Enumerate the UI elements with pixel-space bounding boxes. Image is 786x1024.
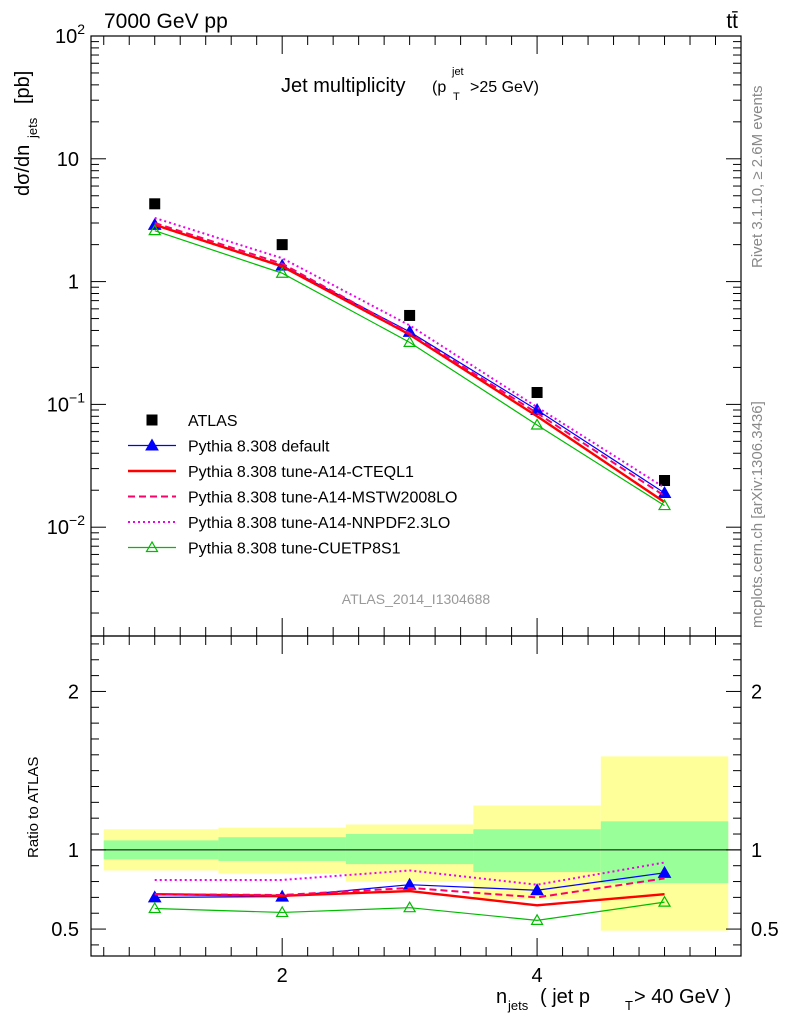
ratio-point-5-5	[657, 895, 672, 907]
svg-text:>25 GeV): >25 GeV)	[470, 79, 539, 96]
chart-title: Jet multiplicity (p jet T >25 GeV)	[281, 66, 539, 103]
legend-label-4: Pythia 8.308 tune-A14-MSTW2008LO	[188, 490, 457, 507]
legend-label-2: Pythia 8.308 default	[188, 439, 330, 456]
main-y-tick-label-3: 1	[68, 272, 79, 294]
ratio-series-4	[154, 861, 665, 886]
main-series-1	[149, 198, 671, 487]
main-point-6-2	[275, 266, 289, 278]
svg-text:n: n	[496, 986, 507, 1008]
ratio-point-1-1	[147, 890, 162, 903]
main-series-6	[148, 223, 672, 511]
main-series-line-3	[154, 223, 666, 504]
ratio-point-5-2	[275, 905, 289, 918]
svg-text:jets: jets	[25, 117, 40, 139]
ratio-point-1-3	[402, 877, 417, 890]
ratio-point-1-5	[657, 865, 672, 878]
svg-text:[pb]: [pb]	[12, 71, 34, 104]
legend-item-5: Pythia 8.308 tune-A14-NNPDF2.3LO	[128, 515, 450, 532]
ratio-series-5	[148, 895, 672, 925]
x-tick-label-1: 2	[277, 965, 288, 987]
legend-label-3: Pythia 8.308 tune-A14-CTEQL1	[188, 464, 414, 481]
ratio-series-3	[154, 877, 665, 899]
ratio-uncertainty-bands	[91, 756, 741, 931]
main-series-line-4	[154, 222, 666, 497]
ratio-band-inner-3	[345, 834, 474, 865]
analysis-label: ATLAS_2014_I1304688	[342, 591, 491, 607]
rivet-label: Rivet 3.1.10, ≥ 2.6M events	[749, 86, 766, 269]
legend-item-6: Pythia 8.308 tune-CUETP8S1	[128, 541, 401, 558]
svg-text:T: T	[625, 998, 633, 1013]
legend-item-2: Pythia 8.308 default	[128, 438, 330, 456]
ratio-y-tick-label-right-3: 2	[751, 681, 762, 703]
axes: 102 10 1 10−1 10−2 0.5 0.5 1 1 2 2 2 4	[47, 21, 779, 987]
main-point-1-1	[149, 198, 161, 210]
legend-item-1: ATLAS	[146, 413, 238, 430]
legend-marker-1	[146, 414, 158, 426]
main-point-6-5	[657, 498, 672, 511]
ratio-series-line-4	[154, 861, 665, 886]
legend: ATLAS Pythia 8.308 default Pythia 8.308 tu…	[128, 413, 457, 558]
ratio-series-line-3	[154, 877, 665, 899]
ratio-y-tick-label-right-2: 1	[751, 840, 762, 862]
main-series-line-6	[154, 230, 665, 507]
ratio-series-1	[147, 865, 672, 903]
svg-text:(p: (p	[432, 79, 446, 96]
main-series-3	[154, 223, 666, 504]
energy-label: 7000 GeV pp	[104, 10, 228, 33]
legend-label-5: Pythia 8.308 tune-A14-NNPDF2.3LO	[188, 515, 450, 532]
main-point-1-2	[276, 239, 288, 251]
mcplots-label: mcplots.cern.ch [arXiv:1306.3436]	[749, 401, 766, 628]
main-y-tick-label-2: 10	[57, 149, 79, 171]
ratio-point-1-4	[530, 883, 544, 896]
ratio-point-5-3	[403, 900, 417, 913]
legend-label-6: Pythia 8.308 tune-CUETP8S1	[188, 541, 401, 558]
main-series-4	[154, 222, 666, 497]
svg-text:( jet p: ( jet p	[540, 986, 590, 1008]
main-point-1-3	[404, 309, 416, 321]
svg-text:jet: jet	[451, 66, 464, 78]
ratio-series-line-5	[154, 901, 665, 921]
ratio-y-tick-label-right-1: 0.5	[751, 919, 779, 941]
ratio-y-axis-label: Ratio to ATLAS	[25, 757, 42, 858]
main-y-axis-label: dσ/dn jets [pb]	[12, 71, 40, 196]
main-point-2-4	[530, 403, 544, 416]
main-y-tick-label-1: 102	[55, 21, 85, 48]
ratio-band-inner-4	[473, 829, 601, 873]
svg-text:dσ/dn: dσ/dn	[12, 145, 34, 196]
svg-text:T: T	[453, 91, 460, 103]
ratio-series-2	[154, 889, 665, 907]
main-point-6-3	[403, 335, 417, 347]
main-series-2	[147, 217, 672, 498]
legend-marker-2	[145, 438, 159, 451]
main-y-tick-label-5: 10−2	[47, 512, 85, 539]
svg-text:> 40 GeV ): > 40 GeV )	[634, 986, 731, 1008]
legend-item-4: Pythia 8.308 tune-A14-MSTW2008LO	[128, 490, 457, 507]
ratio-point-5-4	[530, 913, 544, 925]
x-axis-label: n jets ( jet p T > 40 GeV )	[496, 986, 731, 1013]
legend-item-3: Pythia 8.308 tune-A14-CTEQL1	[128, 464, 414, 481]
ratio-series	[147, 861, 672, 925]
main-point-6-4	[530, 418, 544, 430]
ratio-series-line-2	[154, 889, 665, 907]
process-label: tt̄	[726, 10, 738, 33]
ratio-y-tick-label-2: 1	[68, 840, 79, 862]
x-tick-label-2: 4	[532, 965, 543, 987]
main-series	[147, 198, 672, 511]
legend-marker-6	[145, 540, 159, 553]
main-point-6-1	[148, 223, 162, 236]
main-point-1-4	[531, 386, 543, 398]
main-point-1-5	[659, 475, 671, 487]
svg-text:Jet multiplicity: Jet multiplicity	[281, 75, 405, 97]
main-y-tick-label-4: 10−1	[47, 389, 85, 416]
ratio-frame	[90, 635, 742, 957]
ratio-y-tick-label-1: 0.5	[51, 919, 79, 941]
svg-text:jets: jets	[507, 998, 529, 1013]
ratio-y-tick-label-3: 2	[68, 681, 79, 703]
ratio-point-5-1	[148, 901, 162, 914]
ratio-band-inner-2	[218, 837, 346, 861]
legend-label-1: ATLAS	[188, 413, 238, 430]
